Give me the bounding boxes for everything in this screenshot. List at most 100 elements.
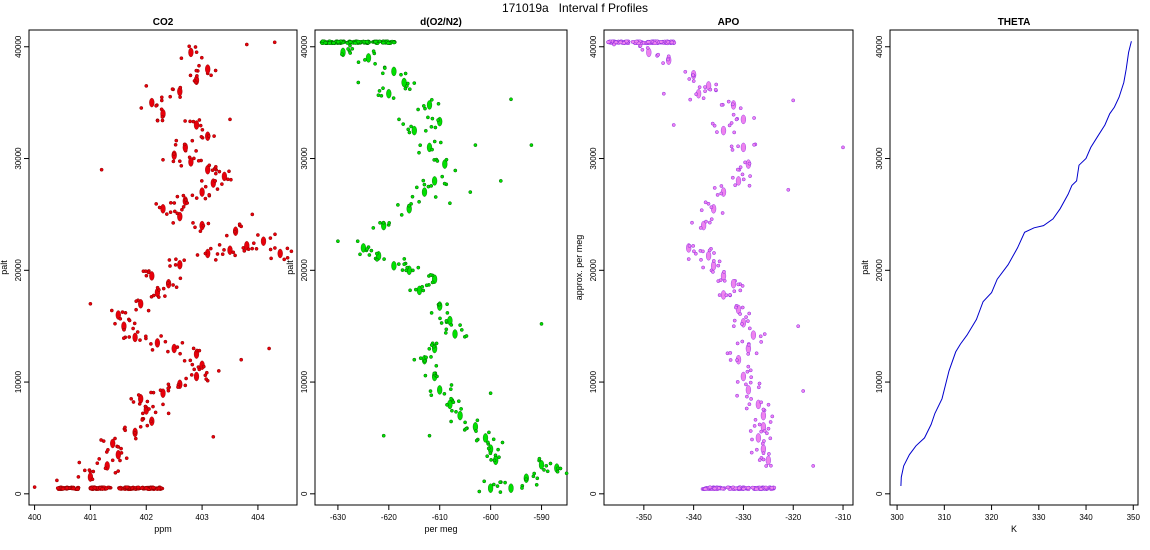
data-point [121, 336, 126, 341]
data-point [748, 174, 752, 178]
data-point [433, 195, 438, 199]
x-tick-label: -620 [381, 513, 398, 522]
data-point [391, 96, 396, 100]
data-point [104, 486, 109, 491]
data-point [134, 299, 139, 304]
data-point [440, 174, 445, 179]
x-axis-label: ppm [154, 524, 172, 534]
data-point [217, 169, 222, 174]
data-point [175, 194, 180, 199]
data-point [542, 468, 546, 472]
data-point [658, 40, 664, 44]
data-point [634, 39, 639, 44]
y-tick-label: 40000 [14, 35, 23, 58]
data-point [168, 210, 173, 215]
data-point [720, 486, 725, 491]
data-point [748, 429, 753, 433]
data-point [205, 64, 211, 74]
data-point [453, 168, 458, 173]
x-tick-label: 320 [985, 513, 999, 522]
data-point [618, 40, 623, 45]
data-point [149, 342, 153, 346]
data-point [738, 106, 743, 111]
data-point [215, 187, 220, 191]
data-point [154, 338, 161, 348]
data-point [77, 460, 82, 465]
x-tick-label: -320 [785, 513, 802, 522]
data-point [382, 257, 386, 261]
data-point [734, 117, 739, 122]
data-point [691, 79, 696, 83]
data-point [251, 241, 256, 246]
data-point [693, 251, 698, 256]
data-point [192, 367, 197, 372]
data-point [500, 440, 505, 445]
data-point [437, 302, 442, 307]
data-point [183, 383, 188, 388]
data-point [413, 287, 418, 292]
data-point [197, 63, 201, 68]
data-point [456, 399, 461, 404]
y-tick-label: 20000 [300, 259, 309, 282]
y-tick-label: 20000 [875, 259, 884, 282]
data-point [386, 41, 391, 45]
data-point [376, 93, 381, 98]
data-point [168, 264, 172, 268]
data-point [690, 220, 694, 225]
data-point [745, 394, 749, 399]
data-point [747, 402, 752, 407]
data-point [434, 363, 439, 368]
data-point [715, 193, 720, 197]
data-point [197, 348, 202, 353]
data-point [160, 118, 165, 123]
data-point [416, 265, 421, 270]
data-point [464, 334, 469, 338]
data-point [769, 463, 773, 468]
data-point [179, 163, 184, 168]
data-point [210, 168, 215, 173]
panel-title: d(O2/N2) [420, 17, 462, 28]
data-point [381, 40, 386, 45]
data-point [220, 182, 224, 186]
data-point [445, 402, 449, 407]
data-point [116, 469, 121, 473]
data-point [754, 351, 759, 356]
data-point [167, 258, 172, 262]
data-point [200, 127, 205, 132]
data-point [730, 148, 735, 152]
data-point [156, 486, 162, 491]
data-point [423, 128, 428, 133]
data-point [703, 85, 707, 89]
data-point [381, 433, 386, 438]
data-point [250, 212, 255, 217]
data-point [735, 167, 740, 172]
x-tick-label: 402 [140, 513, 154, 522]
data-point [402, 257, 407, 261]
data-point [449, 383, 454, 387]
data-point [166, 382, 171, 387]
data-point [193, 120, 200, 130]
data-point [133, 436, 138, 441]
data-point [246, 247, 251, 252]
data-point [482, 433, 489, 443]
data-point [198, 123, 203, 128]
data-point [691, 244, 696, 248]
data-point [406, 127, 411, 132]
data-point [412, 81, 417, 85]
data-point [728, 358, 733, 362]
y-tick-label: 30000 [589, 147, 598, 170]
data-point [746, 364, 751, 369]
data-point [743, 160, 747, 165]
data-point [754, 447, 759, 452]
data-point [729, 121, 734, 125]
data-point [135, 330, 140, 334]
data-point [449, 396, 453, 401]
data-point [201, 223, 206, 228]
data-point [750, 485, 756, 490]
data-point [638, 43, 643, 48]
data-point [213, 258, 218, 262]
data-point [459, 328, 464, 332]
data-point [703, 487, 708, 491]
data-point [752, 142, 756, 147]
data-point [396, 203, 400, 207]
